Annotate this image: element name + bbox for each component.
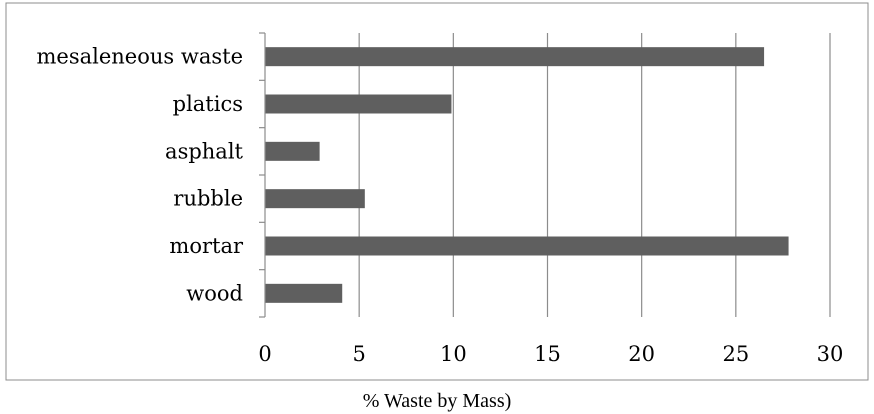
bar xyxy=(265,47,765,67)
bar xyxy=(265,189,365,209)
grid-lines xyxy=(358,33,831,317)
category-label: mesaleneous waste xyxy=(37,45,244,69)
axes xyxy=(259,32,266,318)
category-label: rubble xyxy=(173,187,243,211)
x-axis-title: % Waste by Mass) xyxy=(363,390,512,412)
x-tick-label: 10 xyxy=(440,342,467,366)
bars xyxy=(265,47,789,303)
x-tick-label: 30 xyxy=(817,342,844,366)
bar xyxy=(265,236,789,256)
labels: 0 5 10 15 20 25 30 mesaleneous waste platics asph… xyxy=(37,45,844,366)
bar xyxy=(265,141,320,161)
bar xyxy=(265,94,452,114)
category-label: wood xyxy=(186,281,243,305)
x-tick-label: 25 xyxy=(722,342,749,366)
x-tick-label: 20 xyxy=(628,342,655,366)
x-tick-label: 0 xyxy=(258,342,271,366)
x-tick-label: 15 xyxy=(534,342,561,366)
category-label: mortar xyxy=(169,234,244,258)
category-label: asphalt xyxy=(165,139,244,163)
category-label: platics xyxy=(173,92,243,116)
x-tick-label: 5 xyxy=(352,342,365,366)
bar xyxy=(265,283,343,303)
